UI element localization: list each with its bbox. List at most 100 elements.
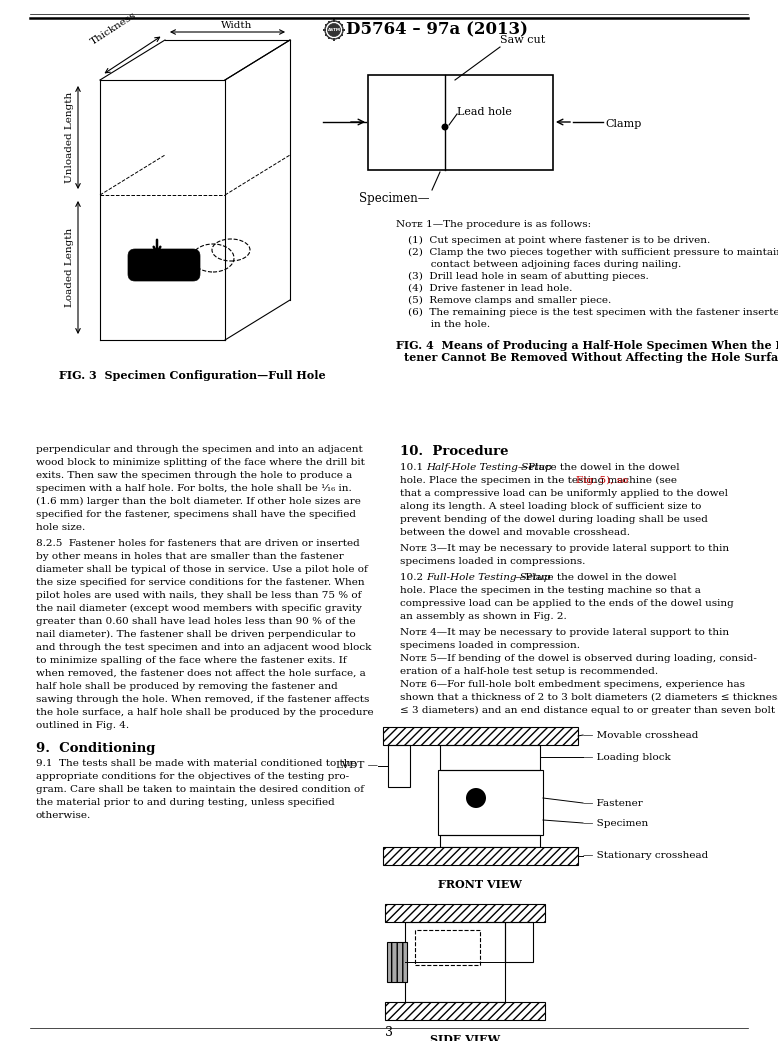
Text: FIG. 4  Means of Producing a Half-Hole Specimen When the Fas-: FIG. 4 Means of Producing a Half-Hole Sp… xyxy=(396,340,778,351)
Text: 10.  Procedure: 10. Procedure xyxy=(400,445,509,458)
Text: the material prior to and during testing, unless specified: the material prior to and during testing… xyxy=(36,798,335,807)
Text: wood block to minimize splitting of the face where the drill bit: wood block to minimize splitting of the … xyxy=(36,458,365,467)
Bar xyxy=(438,770,543,835)
Text: Unloaded Length: Unloaded Length xyxy=(65,92,74,182)
Text: otherwise.: otherwise. xyxy=(36,811,91,820)
Text: gram. Care shall be taken to maintain the desired condition of: gram. Care shall be taken to maintain th… xyxy=(36,785,364,794)
Text: the size specified for service conditions for the fastener. When: the size specified for service condition… xyxy=(36,578,365,587)
Text: —Place the dowel in the dowel: —Place the dowel in the dowel xyxy=(515,573,677,582)
Text: exits. Then saw the specimen through the hole to produce a: exits. Then saw the specimen through the… xyxy=(36,471,352,480)
Text: sawing through the hole. When removed, if the fastener affects: sawing through the hole. When removed, i… xyxy=(36,695,370,704)
Text: when removed, the fastener does not affect the hole surface, a: when removed, the fastener does not affe… xyxy=(36,669,366,678)
Text: tener Cannot Be Removed Without Affecting the Hole Surface: tener Cannot Be Removed Without Affectin… xyxy=(404,352,778,363)
Bar xyxy=(328,21,331,23)
Text: Nᴏᴛᴇ 5—If bending of the dowel is observed during loading, consid-: Nᴏᴛᴇ 5—If bending of the dowel is observ… xyxy=(400,654,757,663)
Text: nail diameter). The fastener shall be driven perpendicular to: nail diameter). The fastener shall be dr… xyxy=(36,630,356,639)
Text: perpendicular and through the specimen and into an adjacent: perpendicular and through the specimen a… xyxy=(36,445,363,454)
Text: — Stationary crosshead: — Stationary crosshead xyxy=(583,852,708,861)
Text: 9.1  The tests shall be made with material conditioned to the: 9.1 The tests shall be made with materia… xyxy=(36,759,356,768)
Text: 3: 3 xyxy=(385,1026,393,1040)
Bar xyxy=(383,727,578,745)
Text: 10.1: 10.1 xyxy=(400,463,429,472)
Bar xyxy=(324,33,327,36)
Text: along its length. A steel loading block of sufficient size to: along its length. A steel loading block … xyxy=(400,502,702,511)
Text: Half-Hole Testing Setup: Half-Hole Testing Setup xyxy=(426,463,552,472)
Text: pilot holes are used with nails, they shall be less than 75 % of: pilot holes are used with nails, they sh… xyxy=(36,591,361,600)
Text: Specimen—: Specimen— xyxy=(359,192,430,205)
Text: (4)  Drive fastener in lead hole.: (4) Drive fastener in lead hole. xyxy=(408,284,573,293)
Text: by other means in holes that are smaller than the fastener: by other means in holes that are smaller… xyxy=(36,552,344,561)
Text: 8.2.5  Fastener holes for fasteners that are driven or inserted: 8.2.5 Fastener holes for fasteners that … xyxy=(36,539,359,548)
Text: half hole shall be produced by removing the fastener and: half hole shall be produced by removing … xyxy=(36,682,338,691)
Bar xyxy=(388,745,410,787)
Text: (2)  Clamp the two pieces together with sufficient pressure to maintain: (2) Clamp the two pieces together with s… xyxy=(408,248,778,257)
Text: hole. Place the specimen in the testing machine so that a: hole. Place the specimen in the testing … xyxy=(400,586,701,595)
Text: Full-Hole Testing Setup: Full-Hole Testing Setup xyxy=(426,573,550,582)
Text: Saw cut: Saw cut xyxy=(500,35,545,45)
Text: FIG. 3  Specimen Configuration—Full Hole: FIG. 3 Specimen Configuration—Full Hole xyxy=(58,370,325,381)
Bar xyxy=(342,29,345,31)
Text: (6)  The remaining piece is the test specimen with the fastener inserted: (6) The remaining piece is the test spec… xyxy=(408,308,778,318)
Text: LVDT —: LVDT — xyxy=(336,762,378,770)
Bar xyxy=(341,33,343,36)
Text: Nᴏᴛᴇ 3—It may be necessary to provide lateral support to thin: Nᴏᴛᴇ 3—It may be necessary to provide la… xyxy=(400,544,729,553)
Text: Nᴏᴛᴇ 4—It may be necessary to provide lateral support to thin: Nᴏᴛᴇ 4—It may be necessary to provide la… xyxy=(400,628,729,637)
Text: the hole surface, a half hole shall be produced by the procedure: the hole surface, a half hole shall be p… xyxy=(36,708,373,717)
Bar xyxy=(440,835,540,847)
Bar xyxy=(440,745,540,770)
Bar xyxy=(385,1002,545,1020)
Bar xyxy=(338,37,340,40)
Text: greater than 0.60 shall have lead holes less than 90 % of the: greater than 0.60 shall have lead holes … xyxy=(36,617,356,626)
Text: in the hole.: in the hole. xyxy=(408,320,490,329)
Bar xyxy=(387,942,407,982)
Bar xyxy=(415,930,480,965)
Text: an assembly as shown in Fig. 2.: an assembly as shown in Fig. 2. xyxy=(400,612,566,621)
Text: compressive load can be applied to the ends of the dowel using: compressive load can be applied to the e… xyxy=(400,599,734,608)
Text: Nᴏᴛᴇ 1—The procedure is as follows:: Nᴏᴛᴇ 1—The procedure is as follows: xyxy=(396,220,591,229)
Bar xyxy=(368,75,553,170)
Text: — Specimen: — Specimen xyxy=(583,818,648,828)
Text: — Movable crosshead: — Movable crosshead xyxy=(583,731,699,739)
Circle shape xyxy=(466,788,486,808)
Text: Lead hole: Lead hole xyxy=(457,107,512,117)
Text: to minimize spalling of the face where the fastener exits. If: to minimize spalling of the face where t… xyxy=(36,656,347,665)
Text: ≤ 3 diameters) and an end distance equal to or greater than seven bolt: ≤ 3 diameters) and an end distance equal… xyxy=(400,706,775,715)
Text: specimen with a half hole. For bolts, the hole shall be ¹⁄₁₆ in.: specimen with a half hole. For bolts, th… xyxy=(36,484,352,493)
Text: ASTM: ASTM xyxy=(328,28,341,32)
Bar xyxy=(505,922,533,962)
Text: appropriate conditions for the objectives of the testing pro-: appropriate conditions for the objective… xyxy=(36,772,349,781)
Text: and through the test specimen and into an adjacent wood block: and through the test specimen and into a… xyxy=(36,643,371,652)
Text: — Loading block: — Loading block xyxy=(583,753,671,762)
Text: Fig. 5), so: Fig. 5), so xyxy=(576,476,629,485)
Text: (1.6 mm) larger than the bolt diameter. If other hole sizes are: (1.6 mm) larger than the bolt diameter. … xyxy=(36,497,361,506)
Circle shape xyxy=(441,124,448,130)
Text: Width: Width xyxy=(221,21,253,30)
Text: prevent bending of the dowel during loading shall be used: prevent bending of the dowel during load… xyxy=(400,515,708,524)
Text: hole size.: hole size. xyxy=(36,523,86,532)
Text: diameter shall be typical of those in service. Use a pilot hole of: diameter shall be typical of those in se… xyxy=(36,565,368,574)
Text: specified for the fastener, specimens shall have the specified: specified for the fastener, specimens sh… xyxy=(36,510,356,519)
Text: the nail diameter (except wood members with specific gravity: the nail diameter (except wood members w… xyxy=(36,604,362,613)
Text: Nᴏᴛᴇ 6—For full-hole bolt embedment specimens, experience has: Nᴏᴛᴇ 6—For full-hole bolt embedment spec… xyxy=(400,680,745,689)
Text: that a compressive load can be uniformly applied to the dowel: that a compressive load can be uniformly… xyxy=(400,489,728,498)
Bar xyxy=(341,24,343,26)
Text: shown that a thickness of 2 to 3 bolt diameters (2 diameters ≤ thickness: shown that a thickness of 2 to 3 bolt di… xyxy=(400,693,778,702)
Text: 10.2: 10.2 xyxy=(400,573,429,582)
Text: Loaded Length: Loaded Length xyxy=(65,227,74,307)
Text: specimens loaded in compression.: specimens loaded in compression. xyxy=(400,641,580,650)
Text: SIDE VIEW: SIDE VIEW xyxy=(430,1034,500,1041)
Bar xyxy=(405,922,505,1002)
Bar xyxy=(328,37,331,40)
Text: 9.  Conditioning: 9. Conditioning xyxy=(36,742,156,755)
Text: — Fastener: — Fastener xyxy=(583,798,643,808)
Bar xyxy=(338,21,340,23)
Bar xyxy=(383,847,578,865)
Text: —Place the dowel in the dowel: —Place the dowel in the dowel xyxy=(518,463,680,472)
Text: hole. Place the specimen in the testing machine (see: hole. Place the specimen in the testing … xyxy=(400,476,680,485)
Bar xyxy=(333,20,335,22)
Text: specimens loaded in compressions.: specimens loaded in compressions. xyxy=(400,557,585,566)
Text: FRONT VIEW: FRONT VIEW xyxy=(438,879,522,890)
Text: D5764 – 97a (2013): D5764 – 97a (2013) xyxy=(346,22,528,39)
Bar xyxy=(333,39,335,41)
Text: eration of a half-hole test setup is recommended.: eration of a half-hole test setup is rec… xyxy=(400,667,658,676)
